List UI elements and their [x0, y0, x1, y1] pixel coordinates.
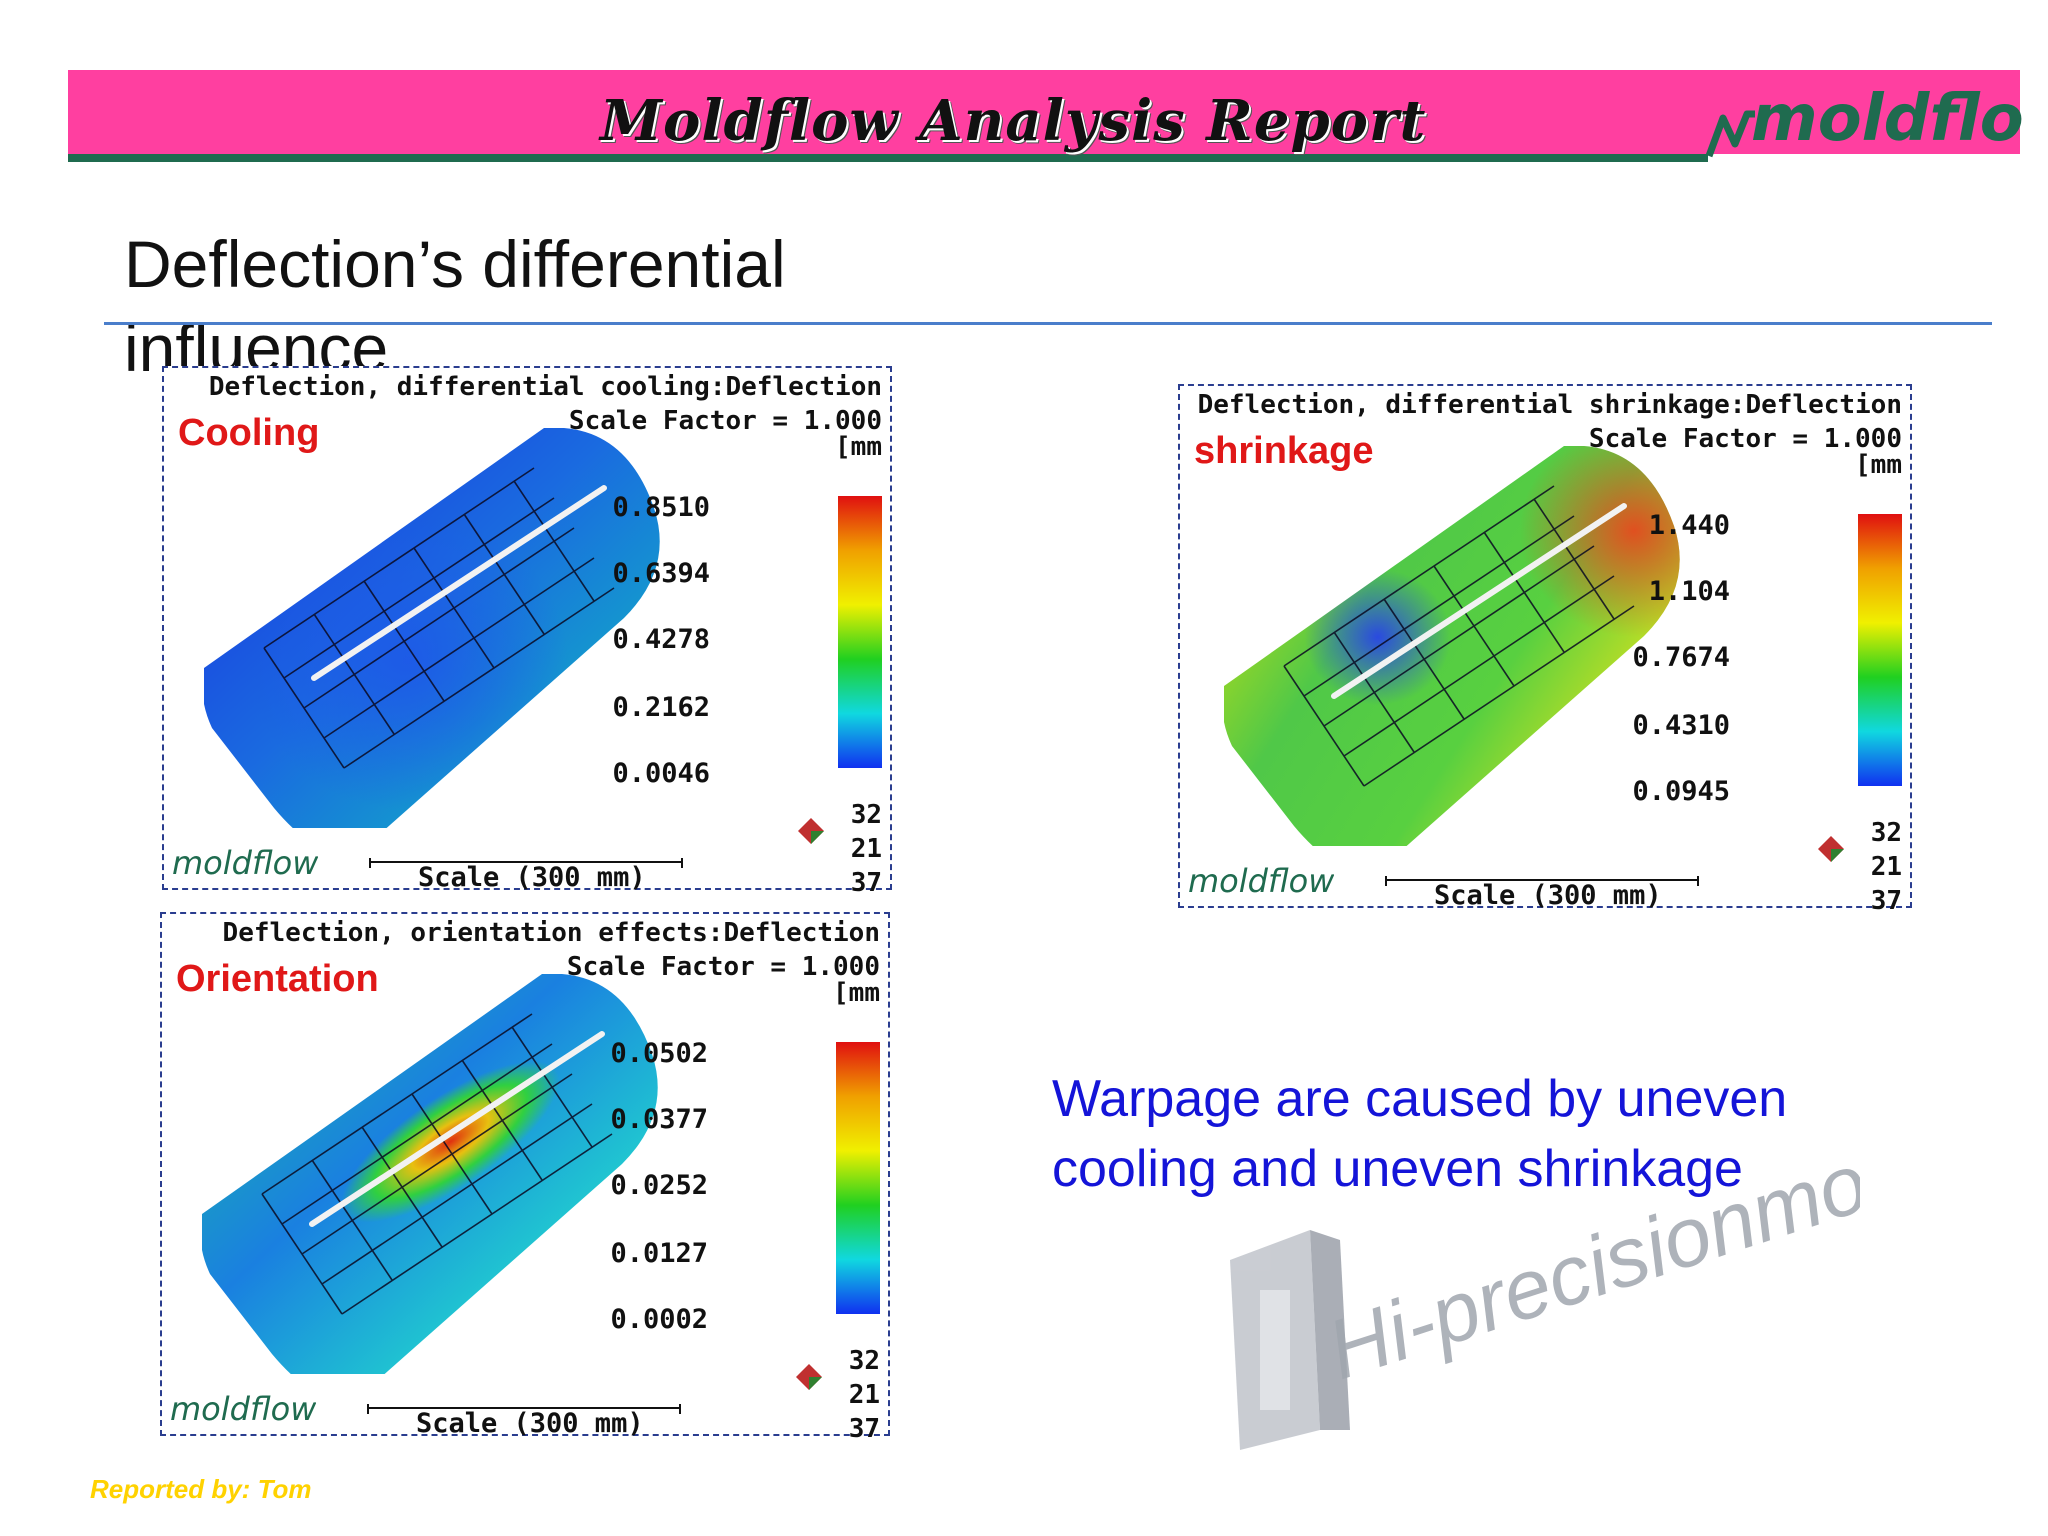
slide-title: Deflection’s differential influence [124, 227, 786, 385]
legend-value-1: 1.440 [1648, 510, 1730, 541]
legend-value-1: 0.0502 [610, 1038, 708, 1069]
watermark-text: Hi-precisionmold.com [1317, 1130, 1860, 1397]
axis-labels: 32 21 37 [1871, 816, 1902, 918]
legend-value-3: 0.7674 [1632, 642, 1730, 673]
scale-bar [367, 1404, 681, 1414]
scale-factor: Scale Factor = 1.000 [568, 406, 882, 436]
panel-label: Orientation [176, 958, 379, 1000]
panel-title: Deflection, differential cooling:Deflect… [208, 372, 882, 402]
header-banner [68, 70, 2020, 154]
legend-value-4: 0.2162 [612, 692, 710, 723]
panel-label: Cooling [178, 412, 320, 454]
hi-precisionmold-watermark: Hi-precisionmold.com [1230, 1130, 1860, 1450]
unit-label: [mm [835, 432, 882, 462]
axis-label: 32 [848, 1346, 880, 1376]
moldflow-logo-text: moldflow [1751, 82, 2025, 156]
shrinkage-deflection-plot [1224, 446, 1680, 846]
moldflow-logo: moldflow [1188, 862, 1334, 900]
axis-label: 21 [1870, 852, 1902, 882]
color-legend [836, 1042, 880, 1314]
panel-title: Deflection, orientation effects:Deflecti… [222, 918, 880, 948]
unit-label: [mm [1855, 450, 1902, 480]
cooling-panel: Deflection, differential cooling:Deflect… [162, 366, 892, 898]
moldflow-logo-text: moldflow [1188, 862, 1334, 900]
legend-value-5: 0.0046 [612, 758, 710, 789]
report-title: Moldflow Analysis Report [600, 88, 1427, 154]
axis-label: 37 [848, 1414, 880, 1444]
legend-value-5: 0.0945 [1632, 776, 1730, 807]
scale-bar [1385, 876, 1699, 886]
header-underline [68, 154, 1708, 162]
orientation-deflection-plot [202, 974, 658, 1374]
axis-triad-icon [796, 1364, 822, 1390]
shrinkage-panel: Deflection, differential shrinkage:Defle… [1178, 384, 1912, 916]
axis-labels: 32 21 37 [851, 798, 882, 900]
legend-value-2: 0.0377 [610, 1104, 708, 1135]
scale-bar [369, 858, 683, 868]
axis-triad-icon [1818, 836, 1844, 862]
axis-label: 21 [850, 834, 882, 864]
warpage-caption: Warpage are caused by uneven cooling and… [1052, 1070, 1788, 1198]
title-divider [104, 322, 1992, 325]
panel-title: Deflection, differential shrinkage:Defle… [1197, 390, 1902, 420]
axis-labels: 32 21 37 [849, 1344, 880, 1446]
axis-label: 21 [848, 1380, 880, 1410]
legend-value-2: 0.6394 [612, 558, 710, 589]
axis-label: 32 [850, 800, 882, 830]
legend-value-4: 0.4310 [1632, 710, 1730, 741]
reported-by: Reported by: Tom [90, 1474, 312, 1504]
moldflow-logo: moldflow [1705, 82, 2025, 158]
moldflow-logo: moldflow [172, 844, 318, 882]
axis-label: 37 [850, 868, 882, 898]
panel-label: shrinkage [1194, 430, 1374, 472]
legend-value-5: 0.0002 [610, 1304, 708, 1335]
scale-label: Scale (300 mm) [416, 1408, 644, 1439]
unit-label: [mm [833, 978, 880, 1008]
scale-factor: Scale Factor = 1.000 [1588, 424, 1902, 454]
moldflow-logo-text: moldflow [172, 844, 318, 882]
axis-label: 37 [1870, 886, 1902, 916]
legend-value-1: 0.8510 [612, 492, 710, 523]
axis-label: 32 [1870, 818, 1902, 848]
moldflow-logo: moldflow [170, 1390, 316, 1428]
legend-value-2: 1.104 [1648, 576, 1730, 607]
cooling-deflection-plot [204, 428, 660, 828]
scale-factor: Scale Factor = 1.000 [566, 952, 880, 982]
legend-value-3: 0.0252 [610, 1170, 708, 1201]
mold-block-icon [1230, 1230, 1350, 1450]
scale-label: Scale (300 mm) [418, 862, 646, 893]
legend-value-3: 0.4278 [612, 624, 710, 655]
orientation-panel: Deflection, orientation effects:Deflecti… [160, 912, 890, 1444]
color-legend [1858, 514, 1902, 786]
moldflow-logo-text: moldflow [170, 1390, 316, 1428]
legend-value-4: 0.0127 [610, 1238, 708, 1269]
scale-label: Scale (300 mm) [1434, 880, 1662, 911]
axis-triad-icon [798, 818, 824, 844]
color-legend [838, 496, 882, 768]
